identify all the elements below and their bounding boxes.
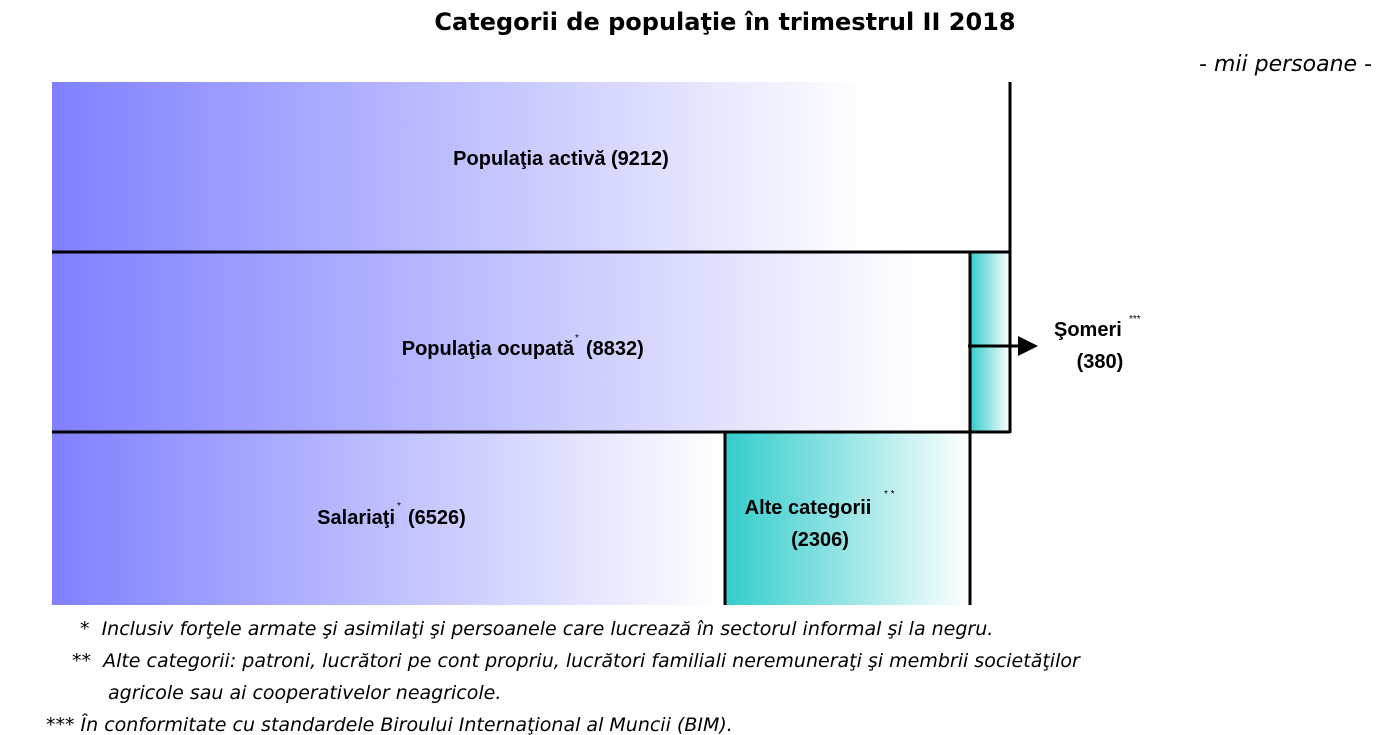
unemployed-block bbox=[970, 252, 1010, 432]
block-label: Salariaţi bbox=[317, 507, 395, 529]
block-value: (6526) bbox=[408, 507, 466, 529]
employed-block bbox=[52, 252, 970, 432]
active-block bbox=[52, 82, 1010, 252]
lines bbox=[52, 82, 1020, 605]
block-value: (2306) bbox=[791, 529, 849, 551]
note-mark: * * bbox=[884, 489, 895, 500]
employees-block bbox=[52, 432, 725, 605]
footnote: * Inclusiv forţele armate şi asimilaţi ş… bbox=[80, 618, 993, 640]
note-mark: * bbox=[397, 501, 401, 512]
note-mark: *** bbox=[1129, 314, 1141, 325]
block-label: Populaţia activă (9212) bbox=[453, 148, 669, 170]
block-label: Alte categorii bbox=[745, 497, 872, 519]
unit: - mii persoane - bbox=[1199, 52, 1372, 77]
block-value: (8832) bbox=[586, 338, 644, 360]
other-block bbox=[725, 432, 970, 605]
block-value: (380) bbox=[1077, 351, 1124, 373]
block-label: Populaţia ocupată bbox=[402, 338, 575, 360]
footnote: *** În conformitate cu standardele Birou… bbox=[46, 713, 733, 735]
footnote: agricole sau ai cooperativelor neagricol… bbox=[108, 682, 501, 704]
title: Categorii de populaţie în trimestrul II … bbox=[434, 8, 1015, 36]
footnote: ** Alte categorii: patroni, lucrători pe… bbox=[72, 650, 1081, 672]
arrow-head bbox=[1018, 336, 1038, 356]
note-mark: * bbox=[575, 333, 579, 344]
block-label: Şomeri bbox=[1054, 319, 1122, 341]
